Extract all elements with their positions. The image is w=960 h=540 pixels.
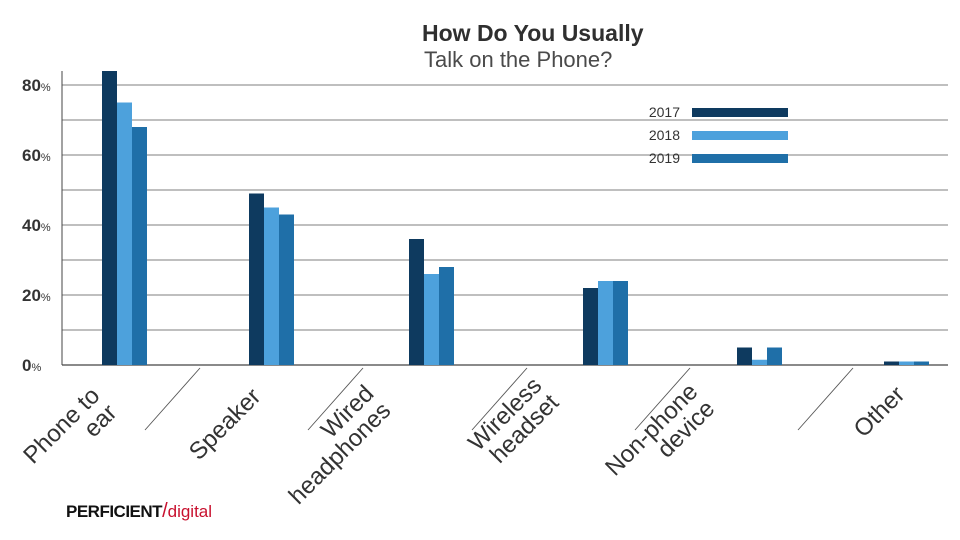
legend-label-2019: 2019 — [649, 150, 680, 166]
bar-2018-0 — [117, 102, 132, 365]
bar-2018-5 — [899, 361, 914, 365]
legend-swatch-2019 — [692, 154, 788, 163]
chart-subtitle: Talk on the Phone? — [424, 47, 613, 72]
x-tick-label: Other — [849, 381, 911, 443]
bar-2019-1 — [279, 214, 294, 365]
bar-2018-1 — [264, 207, 279, 365]
bar-2017-2 — [409, 239, 424, 365]
bar-2018-2 — [424, 274, 439, 365]
y-tick-label: 60% — [22, 146, 51, 165]
x-tick-label: Speaker — [184, 383, 266, 465]
bar-2019-4 — [767, 347, 782, 365]
x-tick-label-group: Other — [849, 381, 911, 443]
category-separator — [634, 367, 691, 431]
legend-swatch-2018 — [692, 131, 788, 140]
category-separator — [797, 367, 854, 431]
category-separator — [307, 367, 364, 431]
y-tick-label: 80% — [22, 76, 51, 95]
brand-slash: / — [162, 500, 168, 522]
bar-2017-1 — [249, 193, 264, 365]
x-tick-label-group: Speaker — [184, 383, 266, 465]
legend-label-2017: 2017 — [649, 104, 680, 120]
legend-label-2018: 2018 — [649, 127, 680, 143]
category-separator — [144, 367, 201, 431]
bar-2018-3 — [598, 281, 613, 365]
chart-title: How Do You Usually — [422, 20, 644, 46]
bar-2017-4 — [737, 347, 752, 365]
bar-2017-3 — [583, 288, 598, 365]
bar-2019-3 — [613, 281, 628, 365]
bar-2017-0 — [102, 71, 117, 365]
bar-2018-4 — [752, 359, 767, 365]
y-tick-label: 40% — [22, 216, 51, 235]
bar-2019-0 — [132, 127, 147, 365]
bar-2017-5 — [884, 361, 899, 365]
y-tick-label: 0% — [22, 356, 41, 375]
brand-name: PERFICIENT — [66, 502, 163, 521]
brand-suffix: digital — [167, 502, 213, 521]
bar-2019-5 — [914, 361, 929, 365]
category-separator — [471, 367, 528, 431]
y-tick-label: 20% — [22, 286, 51, 305]
bar-2019-2 — [439, 267, 454, 365]
brand-logo: PERFICIENT/digital — [66, 500, 212, 523]
legend-swatch-2017 — [692, 108, 788, 117]
